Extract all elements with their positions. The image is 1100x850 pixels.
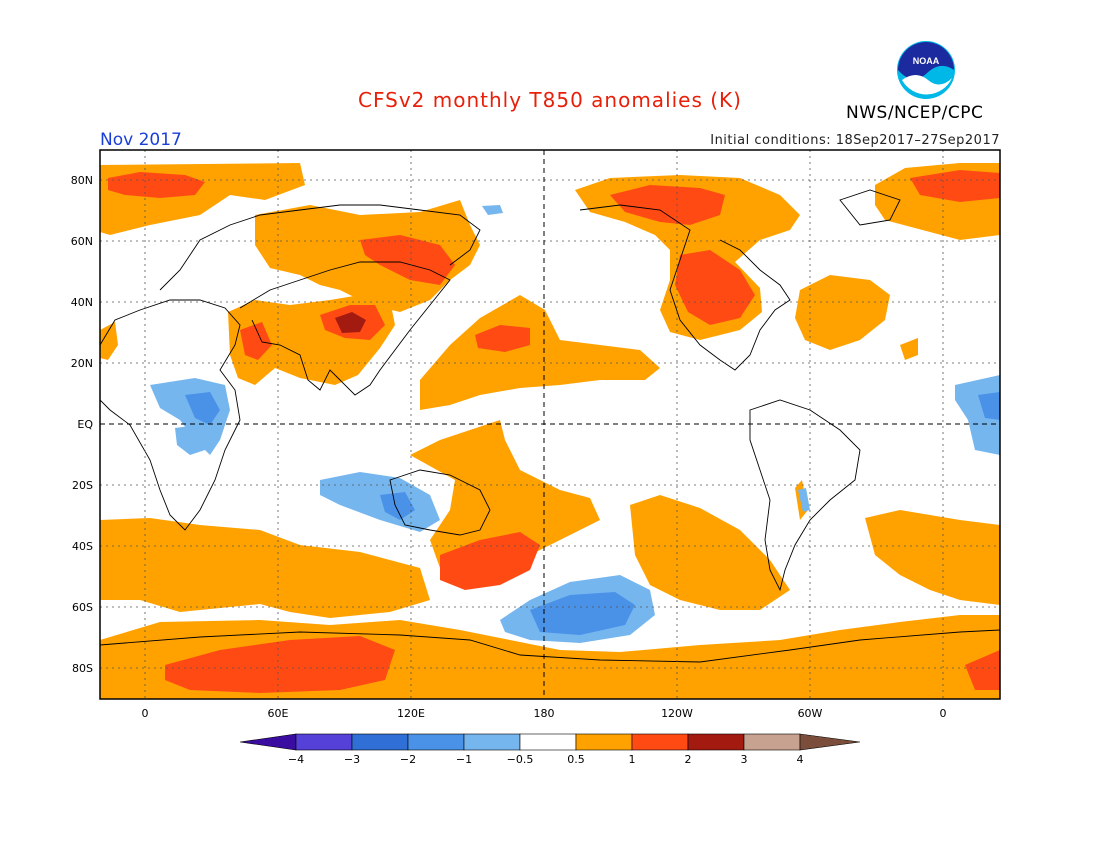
legend-tick: 3 (741, 753, 748, 766)
lon-label: 120W (661, 707, 693, 720)
legend-swatch (295, 733, 353, 751)
lat-label: EQ (77, 418, 93, 431)
legend-tick: −1 (456, 753, 472, 766)
lat-label: 20N (71, 357, 93, 370)
lat-label: 40S (72, 540, 93, 553)
initial-conditions-label: Initial conditions: 18Sep2017–27Sep2017 (710, 133, 1000, 148)
legend-tick: 0.5 (567, 753, 585, 766)
moderate-cool-anomaly-regions (185, 392, 1000, 635)
legend-swatch (463, 733, 521, 751)
lat-label: 80N (71, 174, 93, 187)
lon-label: 0 (142, 707, 149, 720)
legend-tick: −0.5 (507, 753, 534, 766)
lat-label: 80S (72, 662, 93, 675)
legend-arrow-max (799, 733, 861, 751)
lat-label: 60S (72, 601, 93, 614)
legend-swatch (575, 733, 633, 751)
lon-label: 120E (397, 707, 425, 720)
legend-tick: −4 (288, 753, 304, 766)
legend-swatch (519, 733, 577, 751)
lon-label: 0 (940, 707, 947, 720)
map-title: CFSv2 monthly T850 anomalies (K) (358, 88, 742, 112)
lon-label: 60E (268, 707, 289, 720)
lon-label: 180 (534, 707, 555, 720)
legend-tick: 2 (685, 753, 692, 766)
color-legend: −4 −3 −2 −1 −0.5 0.5 1 2 3 4 (239, 733, 861, 766)
lat-label: 60N (71, 235, 93, 248)
lat-label: 20S (72, 479, 93, 492)
forecast-month: Nov 2017 (100, 130, 182, 150)
map-frame (99, 149, 1001, 700)
legend-swatch (351, 733, 409, 751)
legend-tick: 1 (629, 753, 636, 766)
latitude-labels: 80N 60N 40N 20N EQ 20S 40S 60S 80S (71, 174, 94, 675)
legend-tick: −2 (400, 753, 416, 766)
longitude-labels: 0 60E 120E 180 120W 60W 0 (142, 707, 947, 720)
strong-warm-anomaly-regions (108, 170, 1000, 693)
anomaly-field (100, 150, 1000, 699)
legend-arrow-min (239, 733, 297, 751)
legend-tick: 4 (797, 753, 804, 766)
graticule (100, 150, 1000, 699)
legend-swatch (631, 733, 689, 751)
legend-swatch (687, 733, 745, 751)
lon-label: 60W (798, 707, 823, 720)
coastlines (100, 189, 1000, 663)
legend-swatch (743, 733, 801, 751)
warm-anomaly-regions (100, 163, 1000, 699)
very-strong-warm-anomaly-regions (335, 312, 366, 333)
legend-swatch (407, 733, 465, 751)
equator-dateline (100, 150, 1000, 699)
lat-label: 40N (71, 296, 93, 309)
legend-tick: −3 (344, 753, 360, 766)
logo-text: NOAA (913, 56, 940, 66)
agency-label: NWS/NCEP/CPC (846, 103, 984, 123)
noaa-logo-icon: NOAA (897, 41, 955, 99)
